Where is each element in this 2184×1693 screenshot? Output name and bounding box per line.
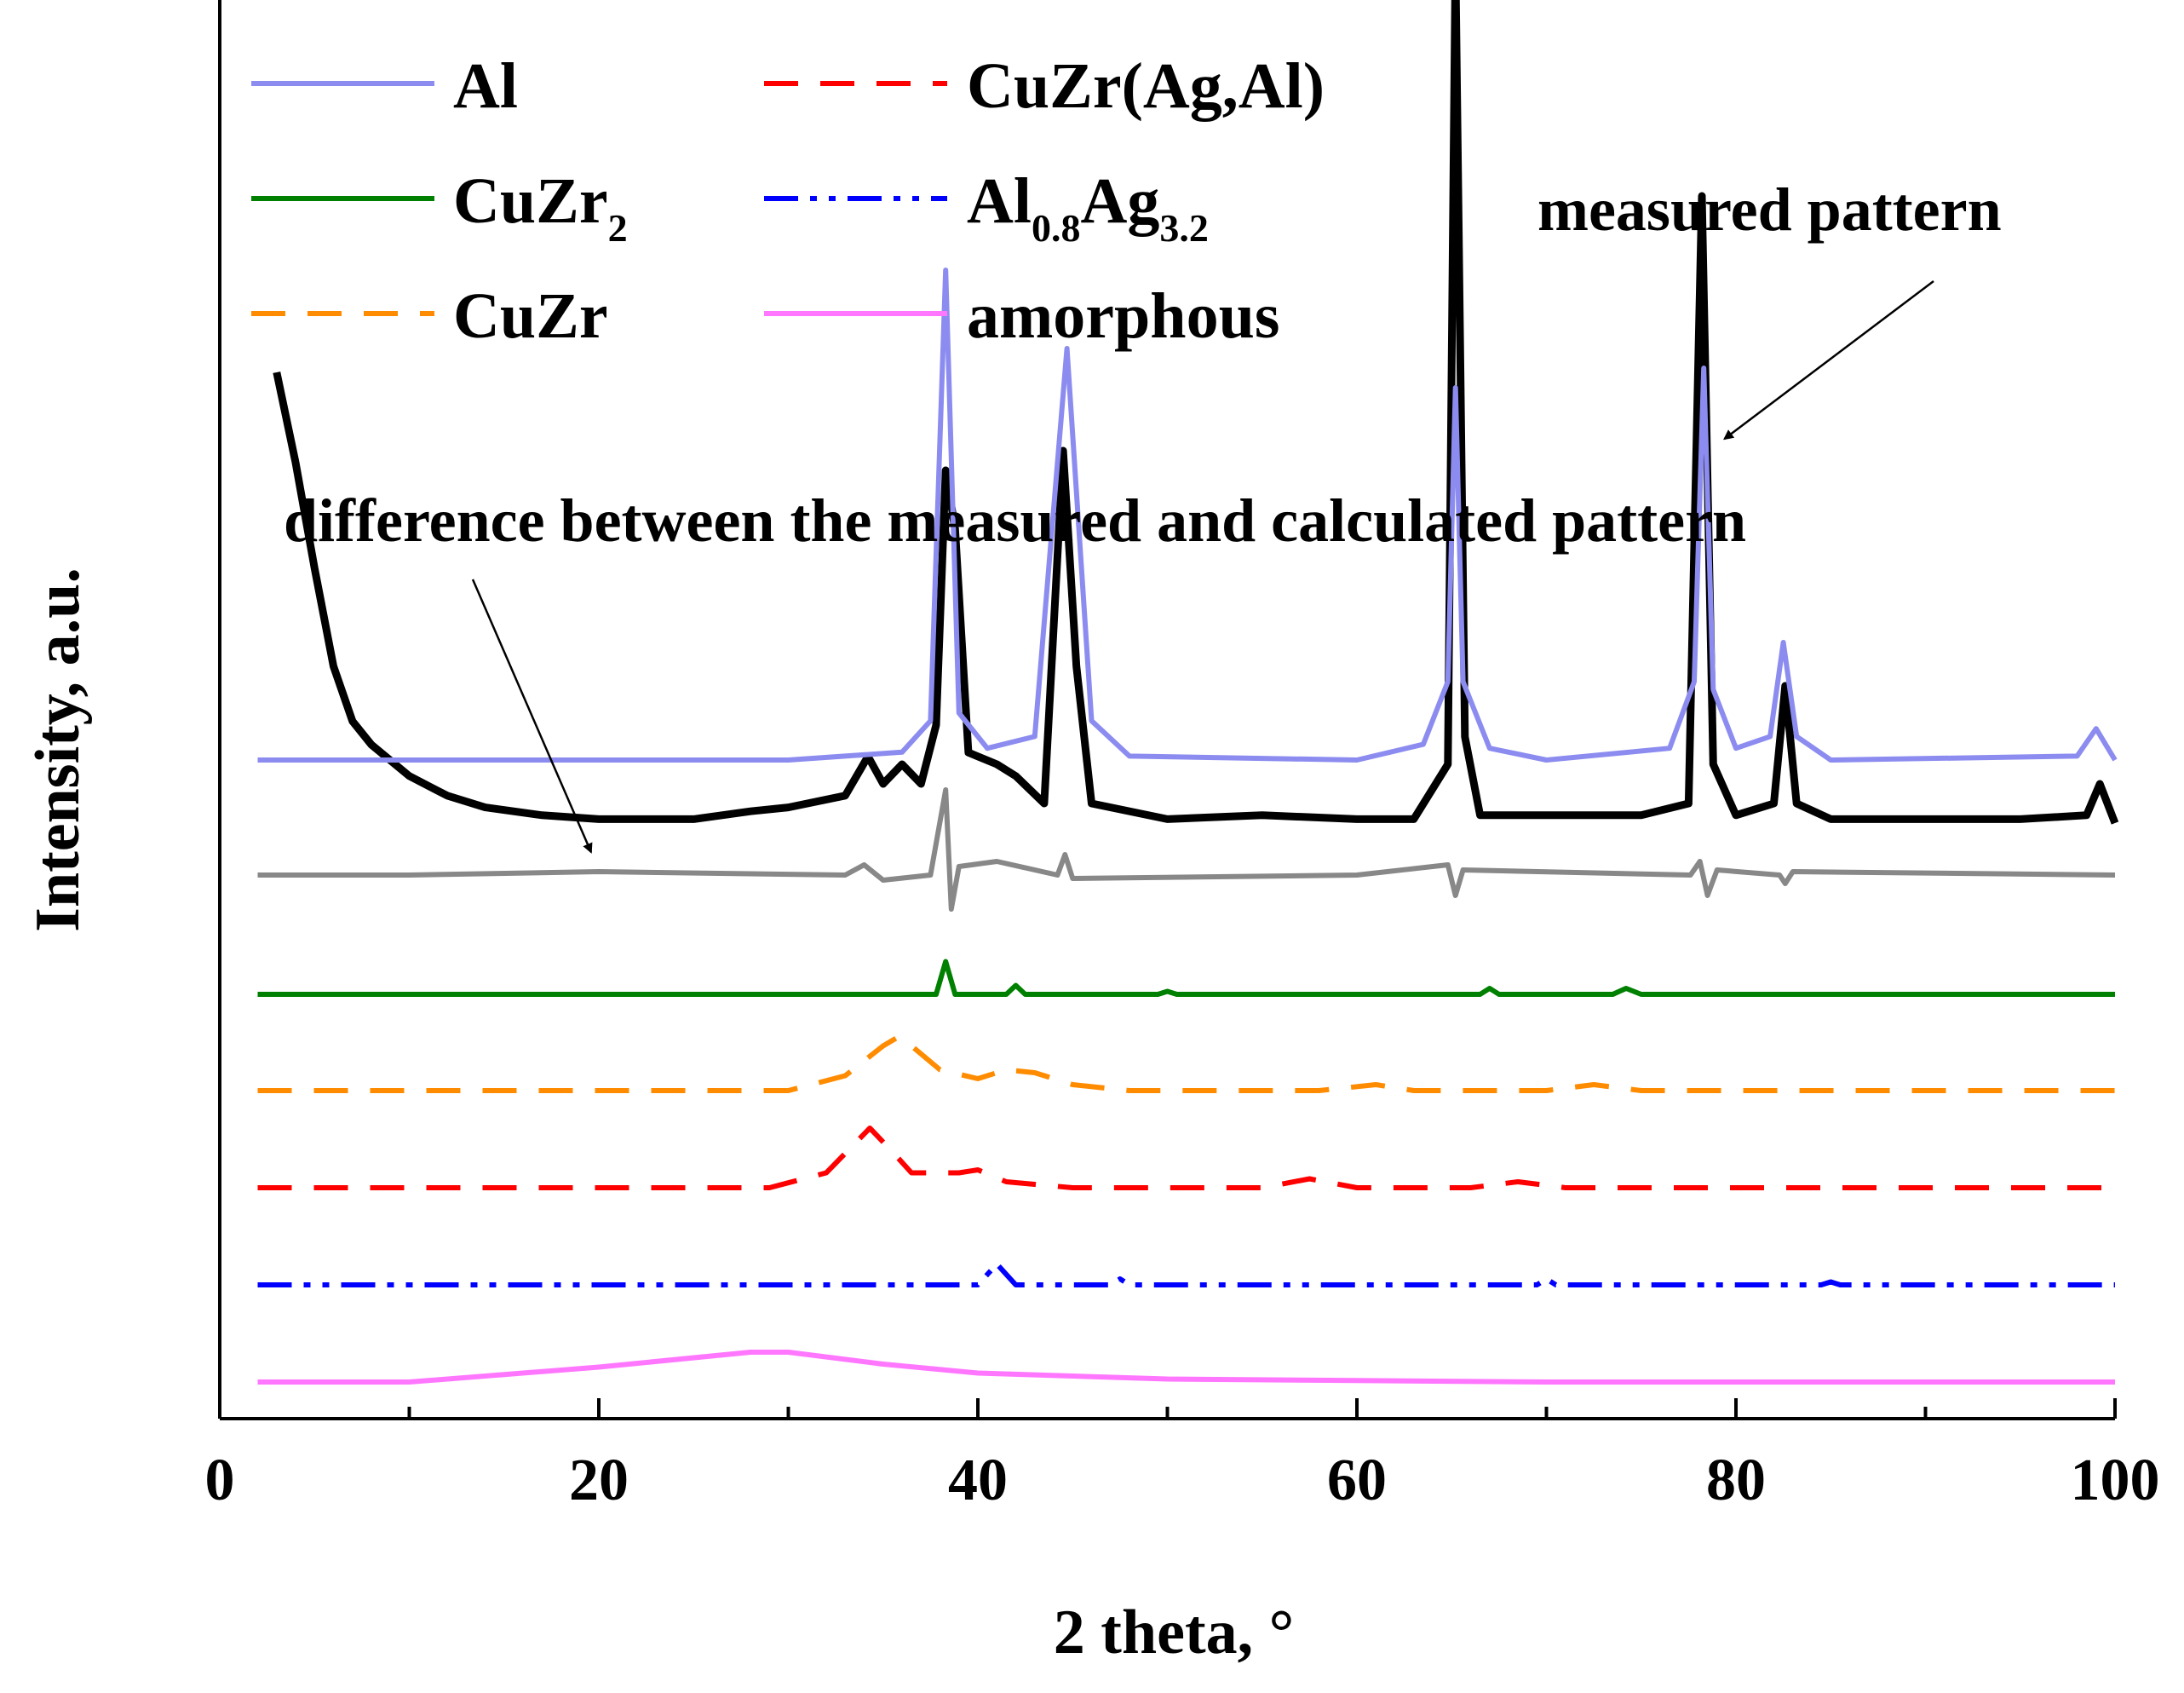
annotation-difference: difference between the measured and calc…: [284, 487, 1746, 555]
axes: 0 20 40 60 80 100: [205, 0, 2160, 1513]
series-cuzr: [257, 1034, 2115, 1093]
series-amorphous: [257, 1350, 2115, 1385]
x-tick-label-40: 40: [948, 1448, 1008, 1513]
legend: Al CuZr(Ag,Al) CuZr2 Al0.8Ag3.2 CuZr amorphou…: [251, 50, 1325, 352]
x-tick-label-0: 0: [205, 1448, 235, 1513]
legend-label-cuzr2: CuZr2: [453, 165, 628, 250]
series-difference: [257, 787, 2116, 912]
annotation-measured: measured pattern: [1537, 176, 2002, 244]
x-tick-label-20: 20: [569, 1448, 629, 1513]
series-al: [257, 268, 2118, 763]
legend-label-al08ag32: Al0.8Ag3.2: [967, 165, 1209, 250]
legend-label-al: Al: [453, 50, 518, 122]
x-tick-label-80: 80: [1706, 1448, 1766, 1513]
legend-label-cuzr_agal: CuZr(Ag,Al): [967, 50, 1325, 122]
series-cuzr-ag-al: [257, 1126, 2115, 1190]
annotations: measured pattern difference between the m…: [284, 176, 2002, 854]
legend-label-cuzr: CuZr: [453, 280, 608, 352]
annotation-arrow-measured: [1723, 280, 1934, 441]
y-axis-title: Intensity, a.u.: [23, 567, 93, 932]
x-axis-title: 2 theta, °: [1054, 1598, 1294, 1667]
series-layer: [257, 0, 2119, 1385]
series-al0-8ag3-2: [257, 1261, 2115, 1287]
series-cuzr2: [257, 959, 2115, 997]
legend-label-amorphous: amorphous: [967, 280, 1279, 352]
x-tick-label-60: 60: [1327, 1448, 1387, 1513]
series-measured-pattern: [273, 0, 2119, 825]
annotation-arrow-difference: [471, 579, 593, 854]
x-tick-label-100: 100: [2071, 1448, 2160, 1513]
